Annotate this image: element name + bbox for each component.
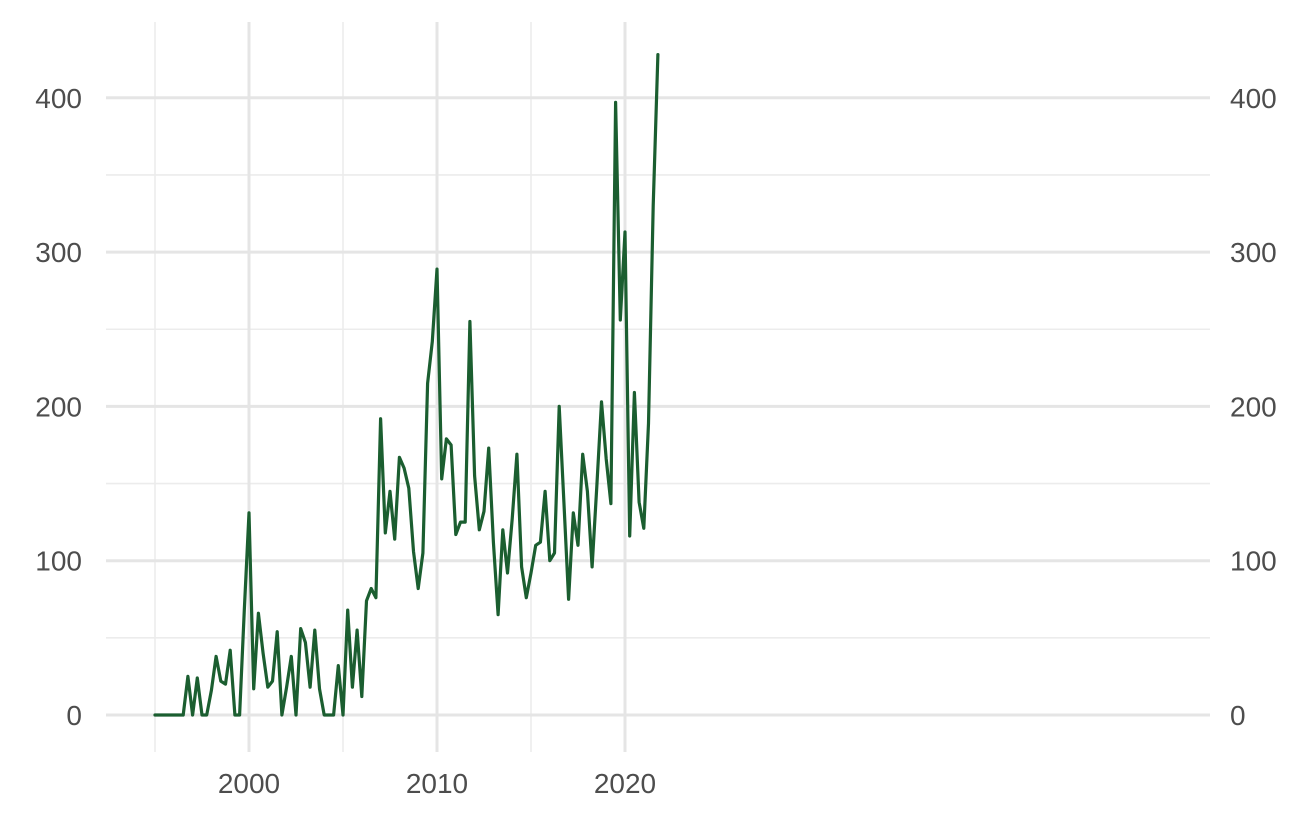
gridlines xyxy=(106,22,1210,752)
left-y-axis-labels: 0 100 200 300 400 xyxy=(35,83,82,731)
y-tick-label-right: 100 xyxy=(1230,546,1277,577)
y-tick-label-left: 400 xyxy=(35,83,82,114)
right-y-axis-labels: 0 100 200 300 400 xyxy=(1230,83,1277,731)
y-tick-label-right: 400 xyxy=(1230,83,1277,114)
y-tick-label-right: 300 xyxy=(1230,237,1277,268)
y-tick-label-left: 300 xyxy=(35,237,82,268)
y-tick-label-left: 200 xyxy=(35,391,82,422)
y-tick-label-right: 0 xyxy=(1230,700,1246,731)
x-axis-labels: 2000 2010 2020 xyxy=(218,768,656,799)
x-tick-label: 2020 xyxy=(594,768,656,799)
y-tick-label-left: 0 xyxy=(66,700,82,731)
series-line-0 xyxy=(153,52,660,717)
series-layer xyxy=(153,52,660,717)
y-tick-label-left: 100 xyxy=(35,546,82,577)
x-tick-label: 2010 xyxy=(406,768,468,799)
y-tick-label-right: 200 xyxy=(1230,391,1277,422)
x-tick-label: 2000 xyxy=(218,768,280,799)
